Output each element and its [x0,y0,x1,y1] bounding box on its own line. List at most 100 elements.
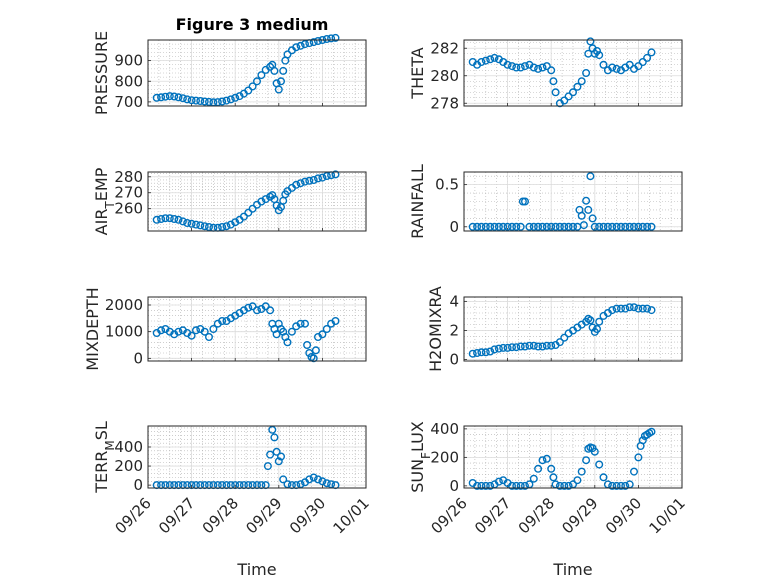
data-point [218,222,227,231]
data-point [608,481,617,490]
data-point [468,349,477,358]
data-point [296,179,305,188]
data-point [582,68,591,77]
data-point [534,342,543,351]
data-point [621,481,630,490]
data-point [268,191,277,200]
data-point [582,456,591,465]
data-point [608,63,617,72]
data-point [209,325,218,334]
data-point [621,304,630,313]
data-point [647,48,656,57]
data-point [244,86,253,95]
data-point [577,211,586,220]
data-point [621,222,630,231]
y-axis-label: TERRMSL [92,421,117,494]
data-point [617,481,626,490]
data-point [490,222,499,231]
data-point [542,62,551,71]
data-point [577,467,586,476]
data-point [490,345,499,354]
x-tick-label: 09/26 [428,494,471,537]
data-point [481,222,490,231]
data-point [187,219,196,228]
data-point [494,344,503,353]
data-point [595,51,604,60]
data-point [612,222,621,231]
data-point [547,222,556,231]
data-point [218,317,227,326]
data-point [534,222,543,231]
axes-box [463,296,683,362]
data-point [183,95,192,104]
data-point [643,53,652,62]
data-point [272,330,281,339]
data-point [226,95,235,104]
y-tick-label: 2 [449,321,459,339]
data-point [512,343,521,352]
data-point [516,342,525,351]
data-point [521,342,530,351]
data-point [647,306,656,315]
data-point [529,222,538,231]
data-point [309,38,318,47]
data-point [165,214,174,223]
y-tick-label: 0 [449,351,459,369]
data-point [529,474,538,483]
data-point [547,464,556,473]
axes-box [463,171,683,232]
data-point [586,316,595,325]
data-point [549,473,558,482]
data-point [590,222,599,231]
y-tick-label: 200 [430,448,459,466]
data-point [486,481,495,490]
data-point [549,77,558,86]
x-axis-label: Time [236,560,276,579]
data-point [538,63,547,72]
data-point [538,342,547,351]
data-point [582,196,591,205]
data-point [191,96,200,105]
data-point [270,433,279,442]
data-point [222,222,231,231]
data-point [283,338,292,347]
data-point [191,220,200,229]
data-point [560,96,569,105]
y-tick-label: 800 [114,72,143,90]
data-point [634,222,643,231]
x-tick-label: 09/30 [286,494,329,537]
axes-box [463,425,683,489]
data-point [331,170,340,179]
data-point [538,456,547,465]
data-point [270,66,279,75]
data-point [612,64,621,73]
subplot-rainfall: 0 0.5 RAINFALL [408,164,683,239]
data-point [274,457,283,466]
data-point [239,212,248,221]
data-point [331,33,340,42]
data-point [266,450,275,459]
data-point [261,195,270,204]
data-point [525,222,534,231]
data-point [521,481,530,490]
data-point [261,302,270,311]
data-point [244,208,253,217]
data-point [314,475,323,484]
data-point [174,215,183,224]
data-point [277,77,286,86]
data-point [569,88,578,97]
data-point [647,427,656,436]
data-point [643,222,652,231]
data-point [617,222,626,231]
data-point [529,63,538,72]
data-point [555,222,564,231]
data-point [547,66,556,75]
data-point [257,71,266,80]
data-point [477,481,486,490]
data-point [283,50,292,59]
